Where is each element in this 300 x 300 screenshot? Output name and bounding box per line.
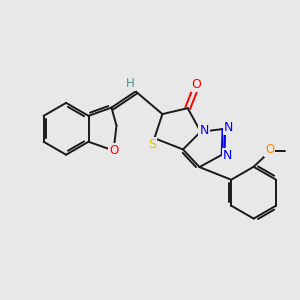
Text: O: O bbox=[192, 78, 202, 91]
Text: N: N bbox=[224, 121, 233, 134]
Text: N: N bbox=[200, 124, 209, 137]
Text: S: S bbox=[148, 138, 156, 151]
Text: H: H bbox=[126, 77, 135, 90]
Text: O: O bbox=[265, 142, 274, 156]
Text: O: O bbox=[109, 144, 118, 157]
Text: N: N bbox=[223, 148, 232, 161]
